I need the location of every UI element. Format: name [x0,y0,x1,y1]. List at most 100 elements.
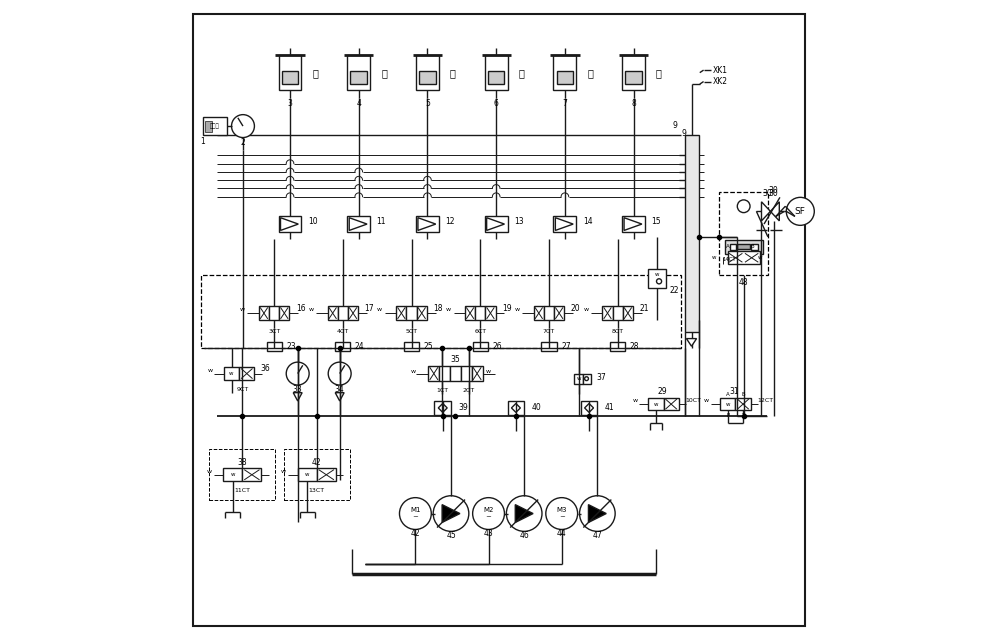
Text: 力量器: 力量器 [210,123,220,129]
Text: 7CT: 7CT [543,329,555,334]
Text: 9CT: 9CT [236,387,248,392]
Text: w: w [446,307,451,312]
Text: 29: 29 [657,387,667,396]
Circle shape [585,377,588,381]
Text: 1CT: 1CT [436,389,448,393]
Text: 6: 6 [494,98,499,108]
Circle shape [786,197,814,226]
Bar [348,306,358,320]
Text: 12CT: 12CT [757,399,773,403]
Polygon shape [686,339,697,346]
Text: 下: 下 [656,68,662,78]
Bar [544,306,554,320]
Text: 48: 48 [739,278,748,287]
Bar [428,366,439,381]
Text: B: B [741,392,745,397]
Bar [465,306,475,320]
Bar [450,366,461,381]
Bar [622,216,645,233]
Bar [473,342,488,351]
Bar [623,306,633,320]
Text: M1: M1 [410,507,421,512]
Text: M2: M2 [483,507,494,512]
Text: 18: 18 [433,304,443,312]
Text: M3: M3 [556,507,567,512]
Bar [439,366,450,381]
Text: w: w [712,255,716,259]
Text: A: A [726,245,730,249]
Text: 33: 33 [293,385,303,394]
Bar [417,306,427,320]
Polygon shape [281,218,298,231]
Text: 30: 30 [769,187,778,196]
Polygon shape [349,218,367,231]
Text: 11: 11 [377,217,386,226]
Text: 34: 34 [335,385,345,394]
Circle shape [580,496,615,532]
Polygon shape [293,393,302,401]
Text: 25: 25 [424,342,433,351]
Bar [201,275,681,348]
Circle shape [546,498,578,530]
Circle shape [399,498,431,530]
Polygon shape [438,403,447,412]
Text: XK1: XK1 [712,66,727,75]
Bar [267,342,282,351]
Text: w: w [411,369,416,374]
Text: 13: 13 [514,217,524,226]
Text: 11CT: 11CT [234,488,250,493]
Polygon shape [588,505,606,523]
Bar [461,366,472,381]
Text: 10CT: 10CT [685,399,701,403]
Text: B: B [750,245,754,249]
Text: w: w [654,402,658,406]
Polygon shape [515,505,533,523]
Text: w: w [207,469,212,474]
Bar [664,397,679,410]
Bar [610,342,625,351]
Bar [347,216,370,233]
Text: 30: 30 [762,189,772,198]
Bar [350,72,367,84]
Bar [554,306,564,320]
Circle shape [232,114,254,137]
Text: 39: 39 [459,403,468,412]
Text: w: w [704,399,709,403]
Text: 22: 22 [670,286,679,295]
Text: 47: 47 [592,531,602,541]
Text: ~: ~ [559,514,565,520]
Text: 3CT: 3CT [268,329,280,334]
Text: 44: 44 [557,529,567,539]
Text: 9: 9 [681,128,686,137]
Polygon shape [418,218,436,231]
Text: w: w [305,472,309,477]
Text: 26: 26 [492,342,502,351]
Text: 40: 40 [532,403,542,412]
Text: 8: 8 [631,98,636,108]
Text: 8CT: 8CT [612,329,624,334]
Circle shape [433,496,469,532]
Text: 38: 38 [238,458,247,467]
Text: 43: 43 [484,529,493,539]
Text: 14: 14 [583,217,592,226]
Text: w: w [577,376,581,381]
Text: 36: 36 [261,364,271,373]
Text: 31: 31 [729,387,739,396]
Text: 35: 35 [451,355,460,364]
Text: 46: 46 [519,531,529,541]
Text: P: P [726,413,729,418]
Text: 21: 21 [639,304,649,312]
Polygon shape [585,403,594,412]
Text: w: w [726,402,730,406]
Bar [259,306,269,320]
Text: 42: 42 [312,458,322,467]
Text: 4CT: 4CT [337,329,349,334]
Bar [416,56,439,91]
Circle shape [657,279,662,284]
Circle shape [473,498,504,530]
Bar [648,268,666,288]
Text: w: w [229,371,234,376]
Bar [328,306,338,320]
Text: w: w [231,472,235,477]
Text: 2CT: 2CT [463,389,475,393]
